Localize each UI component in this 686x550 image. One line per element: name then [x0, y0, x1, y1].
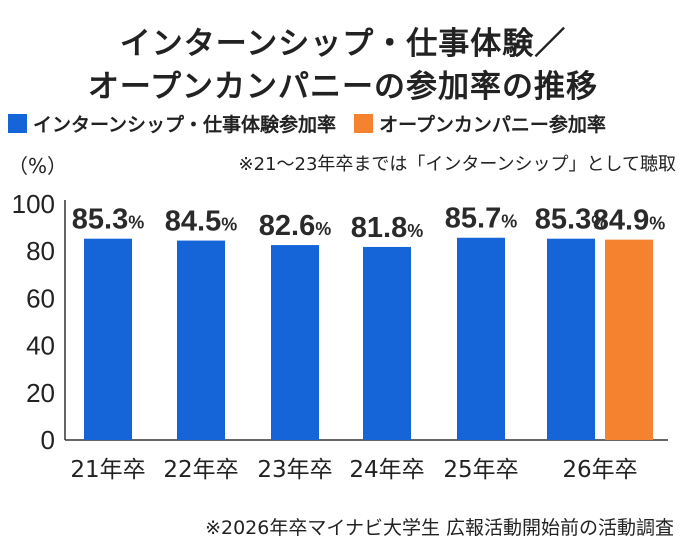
- data-label-23年卒-series-1: 82.6%: [259, 210, 331, 242]
- data-label-26年卒-series-1: 85.3%: [535, 204, 607, 236]
- bar-23年卒-series-1: [271, 245, 319, 440]
- y-tick-label-0: 0: [41, 425, 55, 455]
- bar-26年卒-series-2: [605, 239, 653, 440]
- bar-25年卒-series-1: [457, 237, 505, 440]
- legend-item-internship: インターンシップ・仕事体験参加率: [8, 110, 336, 137]
- x-tick-label-24年卒: 24年卒: [349, 457, 424, 483]
- y-axis-unit-label: （%）: [8, 154, 68, 178]
- chart-title-line-2: オープンカンパニーの参加率の推移: [87, 69, 599, 105]
- legend-swatch-internship: [8, 113, 27, 133]
- chart-note: ※21～23年卒までは「インターンシップ」として聴取: [238, 154, 676, 175]
- data-label-25年卒-series-1: 85.7%: [445, 203, 517, 235]
- legend-item-open-company: オープンカンパニー参加率: [354, 110, 606, 137]
- y-tick-label-100: 100: [12, 189, 55, 219]
- x-tick-label-25年卒: 25年卒: [443, 457, 518, 483]
- bar-24年卒-series-1: [363, 246, 411, 440]
- y-tick-label-60: 60: [26, 283, 55, 313]
- bar-22年卒-series-1: [177, 240, 225, 440]
- x-tick-label-23年卒: 23年卒: [257, 457, 332, 483]
- data-label-22年卒-series-1: 84.5%: [165, 206, 237, 238]
- legend-swatch-open-company: [354, 113, 374, 133]
- bar-21年卒-series-1: [84, 238, 132, 440]
- chart-title-line-1: インターンシップ・仕事体験／: [119, 26, 567, 62]
- legend-label-open-company: オープンカンパニー参加率: [379, 113, 606, 136]
- source-note: ※2026年卒マイナビ大学生 広報活動開始前の活動調査: [205, 517, 674, 539]
- x-tick-label-21年卒: 21年卒: [70, 457, 145, 483]
- legend-label-internship: インターンシップ・仕事体験参加率: [33, 113, 337, 136]
- legend: インターンシップ・仕事体験参加率 オープンカンパニー参加率: [8, 110, 606, 137]
- data-label-26年卒-series-2: 84.9%: [593, 205, 665, 237]
- y-tick-label-40: 40: [26, 331, 55, 361]
- bar-26年卒-series-1: [547, 238, 595, 440]
- data-label-24年卒-series-1: 81.8%: [351, 212, 423, 244]
- data-label-21年卒-series-1: 85.3%: [72, 204, 144, 236]
- y-tick-label-80: 80: [26, 236, 55, 266]
- y-tick-label-20: 20: [26, 378, 55, 408]
- x-tick-label-22年卒: 22年卒: [163, 457, 238, 483]
- x-tick-label-26年卒: 26年卒: [562, 457, 637, 483]
